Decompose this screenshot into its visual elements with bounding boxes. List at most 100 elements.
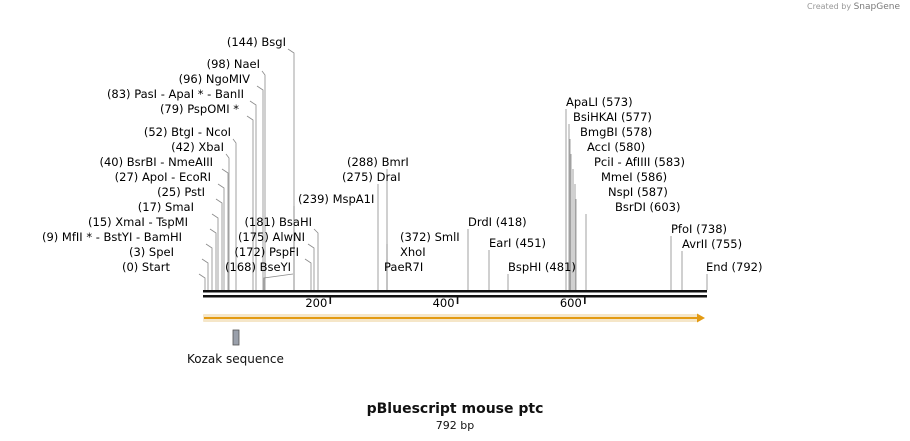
site-label[interactable]: BsrDI (603) xyxy=(615,200,680,214)
site-leader-line xyxy=(205,243,213,290)
site-text: (175) AlwNI xyxy=(238,230,305,244)
site-label[interactable]: (288) BmrI xyxy=(347,155,409,169)
site-position: (25) xyxy=(157,185,184,199)
site-enzyme-name: EarI xyxy=(489,236,511,250)
site-label[interactable]: AccI (580) xyxy=(587,140,645,154)
site-label[interactable]: BmgBI (578) xyxy=(580,125,652,139)
scale-tick-label: 600 xyxy=(560,296,582,310)
site-label[interactable]: DrdI (418) xyxy=(468,215,527,229)
site-text: (25) PstI xyxy=(157,185,205,199)
site-label[interactable]: (372) SmlI xyxy=(400,230,460,244)
site-leader-line xyxy=(256,85,264,290)
site-enzyme-name: BmgBI xyxy=(580,125,618,139)
site-leader-line xyxy=(209,228,217,290)
site-text: MmeI (586) xyxy=(601,170,667,184)
site-label[interactable]: BspHI (481) xyxy=(508,260,576,274)
site-label[interactable]: (79) PspOMI * xyxy=(160,102,239,116)
site-label[interactable]: (96) NgoMIV xyxy=(179,72,251,86)
site-label[interactable]: BsiHKAI (577) xyxy=(573,110,652,124)
site-label[interactable]: (0) Start xyxy=(122,260,171,274)
site-leader-line xyxy=(307,243,315,290)
site-enzyme-name: PciI - AfIIII xyxy=(594,155,650,169)
site-text: (96) NgoMIV xyxy=(179,72,251,86)
site-text: BspHI (481) xyxy=(508,260,576,274)
site-position: (587) xyxy=(633,185,668,199)
site-position: (172) xyxy=(234,245,269,259)
site-enzyme-name: PaeR7I xyxy=(384,260,423,274)
site-enzyme-name: BsiHKAI xyxy=(573,110,617,124)
site-label[interactable]: XhoI xyxy=(400,245,426,259)
site-position: (40) xyxy=(99,155,126,169)
site-leader-line xyxy=(246,115,254,290)
site-position: (17) xyxy=(138,200,165,214)
site-label[interactable]: (239) MspA1I xyxy=(298,192,374,206)
site-position: (239) xyxy=(298,192,333,206)
site-text: (17) SmaI xyxy=(138,200,194,214)
site-label[interactable]: PaeR7I xyxy=(384,260,423,274)
site-text: (40) BsrBI - NmeAIII xyxy=(99,155,213,169)
site-label[interactable]: PciI - AfIIII (583) xyxy=(594,155,685,169)
dna-backbone-bottom xyxy=(203,295,707,298)
orf-arrow[interactable] xyxy=(203,313,705,323)
site-label[interactable]: MmeI (586) xyxy=(601,170,667,184)
site-leader-line xyxy=(221,168,229,290)
site-label[interactable]: (168) BseYI xyxy=(225,260,291,274)
site-enzyme-name: AvrII xyxy=(682,237,708,251)
site-position: (144) xyxy=(227,35,262,49)
plasmid-length: 792 bp xyxy=(435,419,475,432)
site-label[interactable]: ApaLI (573) xyxy=(566,95,633,109)
site-leader-line xyxy=(225,153,230,290)
site-label[interactable]: AvrII (755) xyxy=(682,237,742,251)
site-label[interactable]: (3) SpeI xyxy=(129,245,174,259)
site-label[interactable]: End (792) xyxy=(706,260,762,274)
scale-tick-label: 200 xyxy=(305,296,327,310)
kozak-sequence-marker[interactable] xyxy=(232,329,240,346)
site-label[interactable]: (181) BsaHI xyxy=(244,215,312,229)
site-label[interactable]: (83) PasI - ApaI * - BanII xyxy=(107,87,244,101)
site-label[interactable]: PfoI (738) xyxy=(671,222,727,236)
site-label[interactable]: (275) DraI xyxy=(342,170,401,184)
site-enzyme-name: BseYI xyxy=(260,260,291,274)
site-label[interactable]: (172) PspFI xyxy=(234,245,299,259)
site-enzyme-name: PspFI xyxy=(269,245,299,259)
site-label[interactable]: (98) NaeI xyxy=(207,57,260,71)
site-label[interactable]: (27) ApoI - EcoRI xyxy=(115,170,211,184)
site-leader-line xyxy=(263,273,294,290)
site-position: (372) xyxy=(400,230,435,244)
site-leader-line xyxy=(217,183,225,290)
site-text: AvrII (755) xyxy=(682,237,742,251)
kozak-sequence-label: Kozak sequence xyxy=(187,352,284,366)
site-label[interactable]: (15) XmaI - TspMI xyxy=(88,215,188,229)
site-label[interactable]: EarI (451) xyxy=(489,236,546,250)
site-label[interactable]: (17) SmaI xyxy=(138,200,194,214)
site-label[interactable]: (144) BsgI xyxy=(227,35,286,49)
site-position: (3) xyxy=(129,245,149,259)
site-text: BsrDI (603) xyxy=(615,200,680,214)
site-text: (275) DraI xyxy=(342,170,401,184)
snapgene-credit: Created by SnapGene xyxy=(807,2,900,12)
site-text: (181) BsaHI xyxy=(244,215,312,229)
site-label[interactable]: (9) MfII * - BstYI - BamHI xyxy=(42,230,182,244)
site-text: (144) BsgI xyxy=(227,35,286,49)
site-label[interactable]: NspI (587) xyxy=(608,185,668,199)
credit-prefix: Created by xyxy=(807,2,852,11)
site-enzyme-name: XmaI - TspMI xyxy=(115,215,188,229)
dna-backbone-top xyxy=(203,290,707,293)
site-label[interactable]: (25) PstI xyxy=(157,185,205,199)
site-label[interactable]: (40) BsrBI - NmeAIII xyxy=(99,155,213,169)
site-enzyme-name: PasI - ApaI * - BanII xyxy=(134,87,244,101)
site-text: (52) BtgI - NcoI xyxy=(144,125,231,139)
site-text: PfoI (738) xyxy=(671,222,727,236)
site-label[interactable]: (175) AlwNI xyxy=(238,230,305,244)
site-leader-line xyxy=(215,198,223,290)
site-position: (275) xyxy=(342,170,377,184)
site-label[interactable]: (52) BtgI - NcoI xyxy=(144,125,231,139)
site-position: (27) xyxy=(115,170,142,184)
site-enzyme-name: MspA1I xyxy=(333,192,375,206)
site-enzyme-name: BsgI xyxy=(261,35,286,49)
site-label[interactable]: (42) XbaI xyxy=(171,140,224,154)
site-enzyme-name: PfoI xyxy=(671,222,692,236)
site-enzyme-name: BsrDI xyxy=(615,200,646,214)
site-leader-lines xyxy=(198,48,708,290)
